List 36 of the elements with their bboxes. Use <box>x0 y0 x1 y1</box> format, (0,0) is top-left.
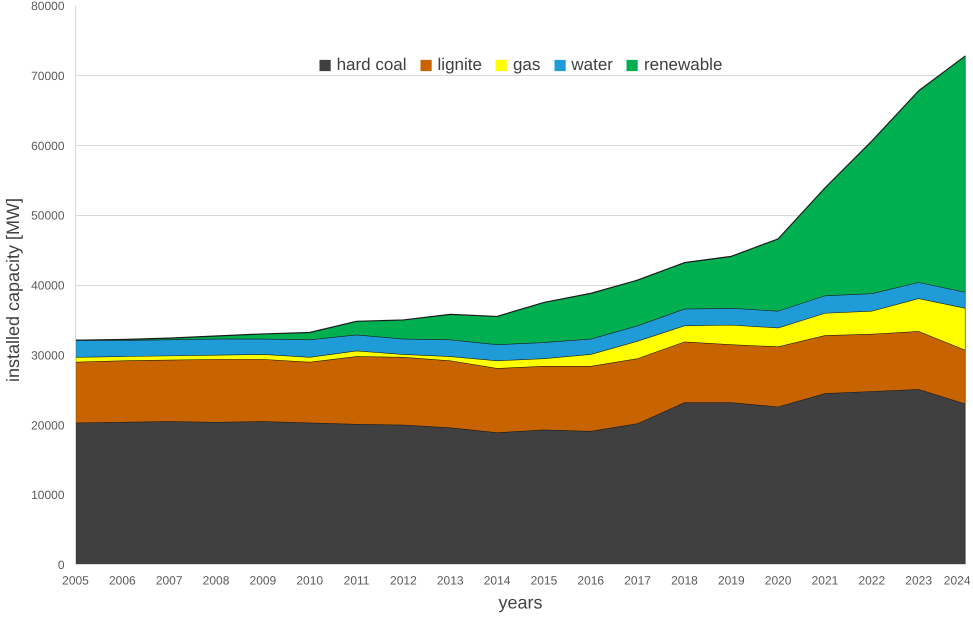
legend-label: lignite <box>438 55 482 75</box>
x-tick-label: 2010 <box>296 574 324 588</box>
x-tick-label: 2012 <box>390 574 418 588</box>
y-tick-label: 80000 <box>31 0 65 13</box>
y-tick-label: 20000 <box>31 418 65 432</box>
x-tick-label: 2011 <box>344 574 370 588</box>
x-tick-label: 2009 <box>250 574 277 588</box>
x-axis-title: years <box>498 592 543 612</box>
x-tick-label: 2006 <box>108 574 136 588</box>
x-tick-label: 2017 <box>624 574 652 588</box>
x-tick-label: 2023 <box>905 574 932 588</box>
legend-label: water <box>571 55 613 75</box>
y-tick-label: 10000 <box>31 488 65 502</box>
x-tick-label: 2018 <box>671 574 698 588</box>
y-tick-label: 0 <box>58 558 65 572</box>
x-tick-label: 2007 <box>156 574 183 588</box>
legend-label: renewable <box>644 55 722 75</box>
legend-label: hard coal <box>336 55 407 75</box>
x-tick-label: 2021 <box>812 574 839 588</box>
x-tick-label: 2016 <box>577 574 604 588</box>
y-tick-label: 60000 <box>31 138 65 153</box>
x-tick-label: 2020 <box>764 574 792 588</box>
x-tick-label: 2013 <box>436 574 464 588</box>
y-tick-label: 50000 <box>31 208 65 223</box>
x-tick-label: 2024 <box>944 574 971 588</box>
x-tick-label: 2005 <box>62 574 90 588</box>
x-tick-label: 2019 <box>718 574 745 588</box>
y-tick-label: 40000 <box>31 278 65 292</box>
x-tick-label: 2008 <box>202 574 230 588</box>
legend-label: gas <box>512 55 540 75</box>
y-axis-title: installed capacity [MW] <box>3 198 24 382</box>
y-tick-label: 70000 <box>31 68 65 83</box>
x-tick-label: 2022 <box>858 574 886 588</box>
x-tick-label: 2014 <box>484 574 511 588</box>
y-tick-label: 30000 <box>31 348 65 362</box>
x-tick-label: 2015 <box>530 574 558 588</box>
